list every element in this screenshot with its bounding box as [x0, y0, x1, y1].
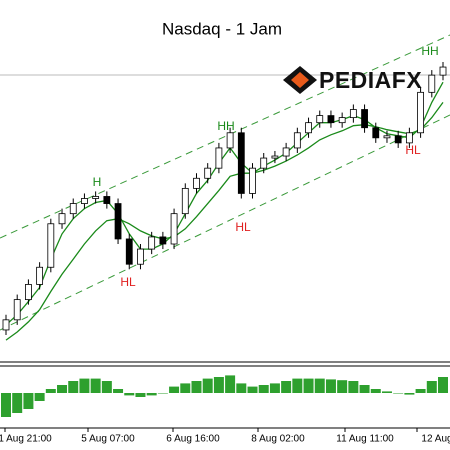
- oscillator-bar: [57, 385, 68, 393]
- oscillator-bar: [393, 393, 404, 394]
- candle-body: [148, 236, 156, 250]
- oscillator-bar: [325, 379, 336, 393]
- candle-body: [338, 117, 346, 124]
- candle-body: [81, 198, 88, 204]
- annotation: H: [93, 175, 102, 189]
- oscillator-bar: [438, 377, 448, 393]
- candle-body: [361, 109, 368, 129]
- candle-body: [114, 203, 122, 240]
- moving-average: [5, 81, 444, 326]
- logo: [283, 66, 317, 94]
- oscillator-bar: [34, 393, 45, 401]
- oscillator-bar: [101, 381, 112, 393]
- oscillator-bar: [45, 389, 56, 393]
- oscillator-bar: [314, 378, 325, 393]
- oscillator-bar: [191, 381, 202, 393]
- x-tick-label: 12 Aug: [421, 434, 450, 445]
- x-tick-label: 8 Aug 02:00: [251, 434, 305, 445]
- candle-body: [137, 248, 144, 265]
- annotation: HH: [421, 44, 438, 58]
- candle-body: [316, 115, 324, 124]
- oscillator-bar: [169, 386, 180, 393]
- candle-body: [13, 299, 21, 321]
- oscillator-bar: [348, 381, 359, 393]
- oscillator-bar: [236, 383, 247, 393]
- oscillator-bar: [135, 393, 146, 397]
- candle-body: [405, 132, 413, 144]
- candle-body: [215, 147, 223, 169]
- candle-body: [237, 132, 245, 194]
- oscillator-bar: [180, 383, 191, 393]
- candle-body: [25, 284, 32, 301]
- chart-title: Nasdaq - 1 Jam: [162, 19, 282, 38]
- candle-body: [327, 115, 335, 124]
- candle-body: [2, 319, 10, 331]
- oscillator-bar: [292, 378, 303, 393]
- annotation: HL: [235, 220, 251, 234]
- x-tick-label: 11 Aug 11:00: [336, 434, 394, 445]
- oscillator-bar: [269, 383, 280, 393]
- x-tick-label: 1 Aug 21:00: [0, 434, 52, 445]
- candle-body: [439, 66, 447, 76]
- oscillator-bar: [258, 385, 269, 393]
- oscillator-bar: [247, 386, 258, 393]
- annotation: HL: [405, 143, 421, 157]
- watermark: PEDIAFX: [319, 67, 422, 93]
- annotation: HL: [120, 275, 136, 289]
- oscillator-bar: [124, 393, 135, 396]
- candle-body: [260, 157, 268, 169]
- moving-average: [5, 102, 444, 341]
- candle-body: [372, 127, 380, 139]
- candle-body: [349, 109, 357, 119]
- candle-body: [282, 147, 290, 157]
- candle-body: [92, 196, 100, 199]
- oscillator-bar: [23, 393, 34, 409]
- x-tick-label: 6 Aug 16:00: [166, 434, 220, 445]
- oscillator-bar: [359, 385, 370, 393]
- candle-body: [47, 223, 55, 268]
- channel-upper: [0, 34, 450, 239]
- oscillator-bar: [68, 381, 79, 393]
- candle-body: [428, 74, 436, 93]
- oscillator-bar: [113, 389, 124, 393]
- candle-body: [305, 122, 312, 134]
- candle-body: [383, 135, 391, 139]
- candle-body: [69, 203, 77, 215]
- candle-body: [271, 155, 279, 159]
- candle-body: [293, 132, 301, 149]
- oscillator-bar: [12, 393, 23, 413]
- annotation: HH: [217, 119, 234, 133]
- oscillator-bar: [146, 393, 157, 396]
- oscillator-bar: [1, 393, 11, 417]
- oscillator-bar: [225, 375, 236, 393]
- oscillator-bar: [370, 389, 381, 393]
- oscillator-bar: [202, 378, 213, 393]
- candle-body: [193, 177, 200, 189]
- oscillator-bar: [381, 391, 392, 393]
- candle-body: [125, 238, 133, 265]
- oscillator-bar: [426, 381, 437, 393]
- candle-body: [226, 132, 234, 149]
- oscillator-bar: [79, 378, 90, 393]
- oscillator-bar: [415, 389, 426, 393]
- candle-body: [417, 91, 424, 134]
- candle-body: [249, 167, 256, 194]
- oscillator-bar: [404, 393, 415, 395]
- oscillator-bar: [157, 393, 168, 394]
- x-tick-label: 5 Aug 07:00: [81, 434, 135, 445]
- candle-body: [181, 187, 189, 215]
- candle-body: [159, 236, 167, 245]
- candle-body: [170, 213, 178, 245]
- oscillator-bar: [281, 381, 292, 393]
- oscillator-bar: [337, 380, 348, 393]
- oscillator-bar: [303, 378, 314, 393]
- candle-body: [36, 266, 44, 285]
- oscillator-bar: [213, 377, 224, 393]
- candle-body: [394, 135, 402, 144]
- candle-body: [58, 213, 66, 225]
- candle-body: [204, 167, 212, 179]
- candle-body: [103, 196, 111, 204]
- oscillator-bar: [90, 378, 101, 393]
